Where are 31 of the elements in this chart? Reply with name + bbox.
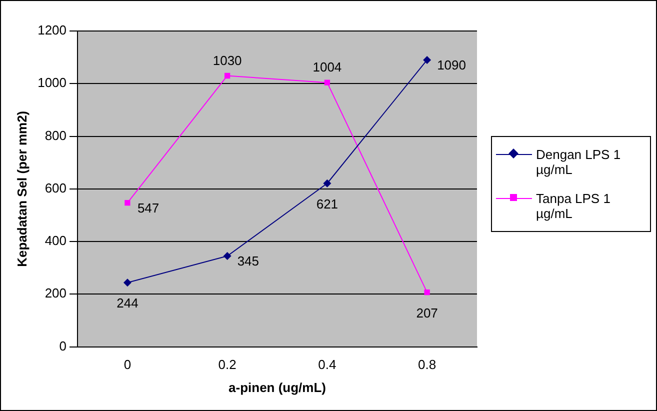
point — [123, 278, 132, 287]
data-label: 1030 — [212, 52, 242, 68]
point — [323, 179, 332, 188]
data-label: 244 — [116, 296, 138, 311]
data-label: 621 — [316, 196, 338, 212]
y-tick-label: 600 — [44, 180, 67, 196]
x-axis-title: a-pinen (ug/mL) — [228, 380, 326, 395]
point — [124, 200, 130, 206]
point — [223, 252, 232, 260]
y-axis-title: Kepadatan Sel (per mm2) — [14, 110, 30, 267]
point — [224, 72, 230, 79]
data-label: 1004 — [312, 60, 342, 75]
point — [424, 289, 430, 296]
y-tick-label: 1200 — [38, 22, 67, 38]
data-label: 547 — [137, 200, 160, 216]
x-tick-label: 0.8 — [418, 357, 436, 372]
y-tick-label: 1000 — [38, 75, 67, 90]
point — [324, 80, 330, 86]
x-tick-label: 0.4 — [318, 357, 336, 372]
y-tick-label: 800 — [44, 128, 67, 143]
point — [423, 56, 432, 64]
y-tick-label: 0 — [59, 338, 67, 354]
legend-label: Dengan LPS 1 µg/mL — [536, 147, 622, 177]
data-label: 345 — [237, 254, 260, 269]
data-label: 207 — [416, 305, 438, 320]
data-label: 1090 — [437, 58, 466, 73]
legend-label: Tanpa LPS 1 µg/mL — [536, 191, 612, 221]
y-tick-label: 400 — [44, 233, 67, 248]
x-tick-label: 0 — [124, 357, 132, 372]
x-tick-label: 0.2 — [218, 357, 236, 372]
y-tick-label: 200 — [44, 286, 67, 301]
